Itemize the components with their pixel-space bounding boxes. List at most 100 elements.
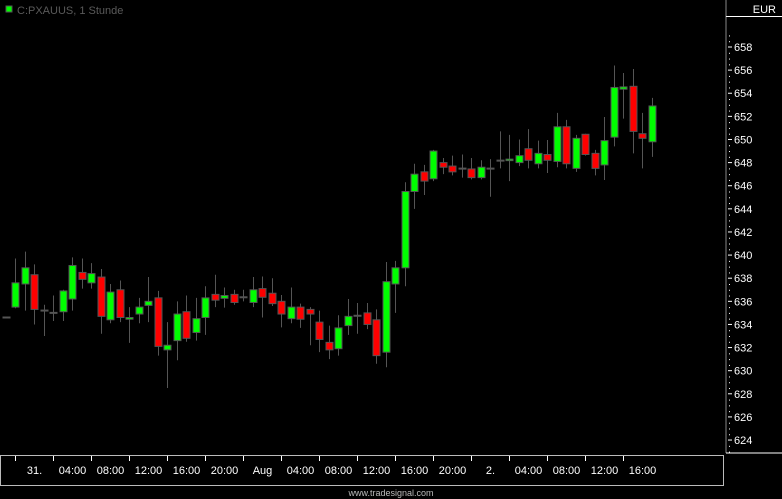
candle [572, 134, 581, 172]
price-minor-tick [729, 283, 730, 285]
price-minor-tick [729, 336, 730, 337]
time-tick-label: 20:00 [211, 465, 239, 477]
candle-body-up [553, 126, 562, 162]
time-tick-label: 2. [486, 465, 495, 477]
candle-body-down [325, 341, 334, 351]
price-tick-label: 628 [734, 389, 752, 401]
candle [496, 131, 505, 169]
time-tick-label: 12:00 [363, 465, 391, 477]
time-tick-label: Aug [253, 465, 273, 477]
candles [2, 65, 657, 389]
candle-body-up [201, 297, 210, 319]
candle-body-down [116, 289, 125, 319]
price-minor-tick [729, 399, 730, 401]
candle [21, 251, 30, 311]
candle-body-up [220, 295, 229, 299]
candle [420, 164, 429, 195]
price-minor-tick [729, 411, 730, 413]
candle-body-down [420, 171, 429, 182]
candle-body-up [515, 155, 524, 164]
candle [315, 310, 324, 353]
price-tick-label: 634 [734, 319, 752, 331]
time-tick-label: 08:00 [97, 465, 125, 477]
candle-body-up [382, 281, 391, 353]
candle-body-up [610, 86, 619, 138]
time-tick-label: 12:00 [591, 465, 619, 477]
candle [201, 286, 210, 335]
candle-body-down [372, 319, 381, 357]
price-tick-label: 638 [734, 273, 752, 285]
chart-title: C:PXAUUS, 1 Stunde [17, 5, 123, 17]
time-axis: 31. 04:00 08:00 12:00 16:00 20:00 Aug 04:00 08:0… [0, 455, 724, 486]
candle-body-up [287, 306, 296, 320]
price-tick-label: 658 [734, 42, 752, 54]
candle [629, 68, 638, 154]
candle [59, 289, 68, 321]
candle-body-up [410, 173, 419, 193]
time-tick-label: 08:00 [553, 465, 581, 477]
candle-body-down [581, 133, 590, 156]
candle [543, 140, 552, 174]
price-minor-tick [729, 312, 730, 314]
candle-body-up [477, 166, 486, 179]
candle [287, 287, 296, 324]
price-minor-tick [729, 382, 730, 384]
candle [296, 303, 305, 328]
price-tick-label: 644 [734, 204, 752, 216]
price-minor-tick [729, 214, 730, 216]
candle-body-up [68, 264, 77, 300]
price-minor-tick [729, 376, 730, 378]
candle [581, 133, 590, 156]
price-tick-label: 624 [734, 435, 752, 447]
candle [49, 295, 58, 321]
time-tick-label: 20:00 [439, 465, 467, 477]
candle-body-up [334, 327, 343, 350]
footer-link[interactable]: www.tradesignal.com [347, 488, 433, 498]
candle-body-down [211, 293, 220, 301]
candle [429, 149, 438, 182]
candle [154, 290, 163, 356]
candle-body-down [97, 276, 106, 317]
price-minor-tick [729, 220, 730, 222]
candle-body-down [154, 297, 163, 347]
candle-body-up [144, 300, 153, 306]
candle [68, 257, 77, 311]
time-tick-label: 16:00 [401, 465, 429, 477]
time-tick-label: 16:00 [629, 465, 657, 477]
candle-body-down [591, 152, 600, 169]
candle [230, 289, 239, 305]
candle [505, 134, 514, 182]
price-minor-tick [729, 364, 730, 366]
candle [515, 139, 524, 167]
price-axis: EUR 624 626 628 630 632 634 636 638 640 642 644 646… [725, 0, 782, 454]
price-minor-tick [729, 41, 730, 43]
price-minor-tick [729, 75, 730, 77]
price-minor-tick [729, 145, 730, 147]
price-minor-tick [729, 197, 730, 199]
candle-body-up [135, 306, 144, 315]
candle-body-up [619, 86, 628, 90]
candle-body-down [543, 154, 552, 161]
price-minor-tick [729, 451, 730, 453]
candle [306, 307, 315, 346]
price-minor-tick [729, 330, 730, 332]
price-minor-tick [729, 133, 730, 135]
candle-body-down [315, 321, 324, 340]
candle [163, 322, 172, 389]
candle [239, 289, 248, 302]
time-tick-label: 08:00 [325, 465, 353, 477]
candle [249, 277, 258, 308]
price-minor-tick [729, 272, 730, 274]
price-minor-tick [729, 388, 730, 390]
price-minor-tick [729, 359, 730, 361]
candle [401, 182, 410, 287]
candle [135, 297, 144, 324]
time-tick-label: 04:00 [515, 465, 543, 477]
candle [78, 258, 87, 289]
candle [600, 116, 609, 180]
candle [116, 280, 125, 323]
candle [591, 149, 600, 176]
candle [192, 297, 201, 341]
price-minor-tick [729, 237, 730, 239]
time-tick-label: 04:00 [287, 465, 315, 477]
